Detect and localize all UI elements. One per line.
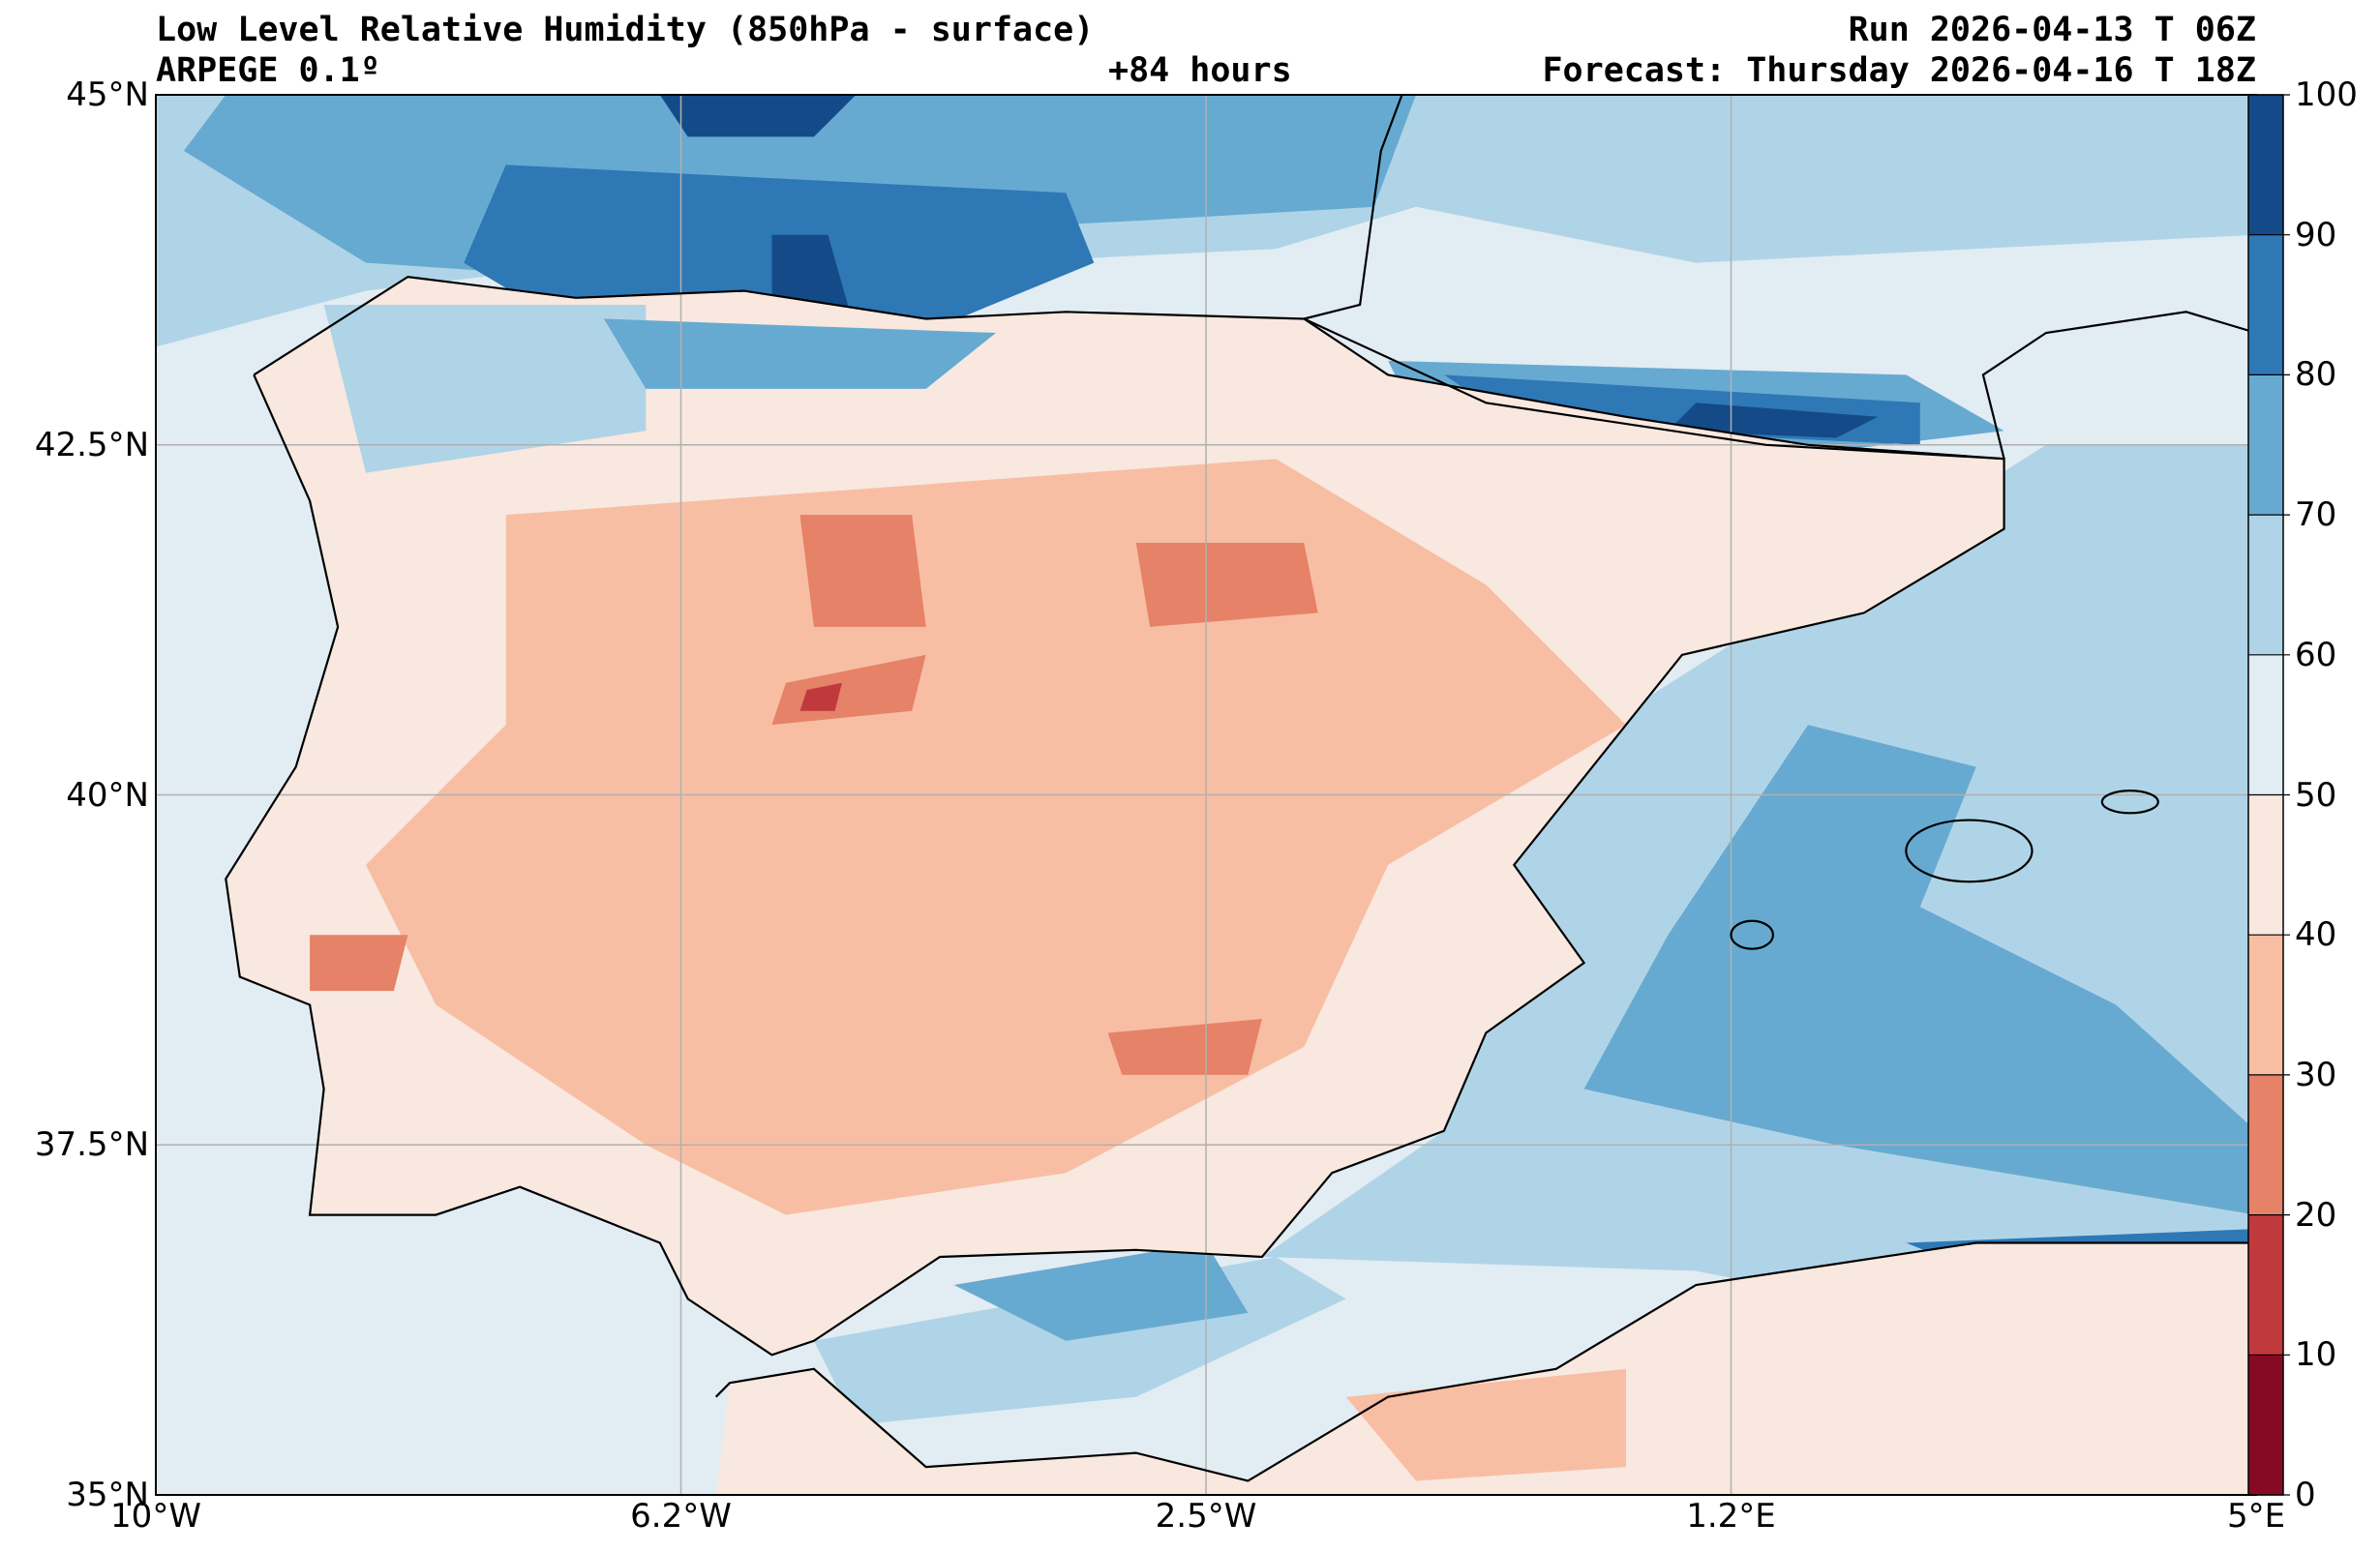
lat-tick-label: 37.5°N bbox=[34, 1125, 149, 1165]
humidity-land-contour-3 bbox=[799, 515, 926, 627]
iberia-coastline bbox=[225, 275, 2005, 1357]
humidity-contour-9 bbox=[1583, 725, 2256, 1215]
france-med-coastline bbox=[1981, 311, 2256, 460]
pyrenees-border bbox=[1303, 317, 2004, 461]
humidity-land-contour-1 bbox=[603, 318, 996, 389]
humidity-contour-4 bbox=[659, 95, 857, 137]
ibiza-island bbox=[1730, 919, 1775, 950]
colorbar-label: 70 bbox=[2295, 495, 2337, 535]
map-title: Low Level Relative Humidity (850hPa - su… bbox=[156, 11, 1095, 49]
colorbar-label: 10 bbox=[2295, 1335, 2337, 1375]
colorbar-label: 0 bbox=[2295, 1476, 2316, 1514]
lon-tick-label: 1.2°E bbox=[1686, 1497, 1776, 1536]
colorbar-label: 40 bbox=[2295, 915, 2337, 955]
humidity-contour-14 bbox=[1345, 1368, 1626, 1481]
humidity-land-contour-0 bbox=[323, 305, 647, 473]
colorbar-band-5 bbox=[2248, 654, 2283, 795]
colorbar-label: 20 bbox=[2295, 1195, 2337, 1235]
colorbar-band-8 bbox=[2248, 234, 2283, 375]
lat-tick-label: 42.5°N bbox=[34, 425, 149, 464]
humidity-contour-13 bbox=[715, 1242, 2256, 1495]
colorbar-label: 50 bbox=[2295, 775, 2337, 815]
colorbar-band-2 bbox=[2248, 1074, 2283, 1215]
colorbar-band-6 bbox=[2248, 515, 2283, 655]
humidity-land-contour-4 bbox=[1135, 543, 1318, 627]
lead-time-label: +84 hours bbox=[1108, 51, 1292, 90]
colorbar-label: 30 bbox=[2295, 1055, 2337, 1094]
colorbar-band-1 bbox=[2248, 1214, 2283, 1356]
humidity-contour-7 bbox=[1668, 403, 1879, 438]
colorbar-label: 100 bbox=[2295, 75, 2358, 114]
lon-tick-label: 10°W bbox=[110, 1497, 201, 1536]
lat-tick-label: 35°N bbox=[66, 1476, 149, 1514]
run-label: Run 2026-04-13 T 06Z bbox=[1848, 11, 2256, 49]
colorbar-band-4 bbox=[2248, 794, 2283, 936]
colorbar-label: 80 bbox=[2295, 355, 2337, 395]
menorca-island bbox=[2100, 790, 2159, 815]
humidity-land-contour-8 bbox=[310, 935, 408, 992]
africa-coastline bbox=[714, 1241, 2256, 1482]
mallorca-island bbox=[1905, 819, 2034, 883]
colorbar bbox=[2247, 94, 2290, 1496]
lon-tick-label: 2.5°W bbox=[1155, 1497, 1257, 1536]
colorbar-label: 90 bbox=[2295, 215, 2337, 254]
colorbar-label: 60 bbox=[2295, 635, 2337, 674]
lon-tick-label: 5°E bbox=[2226, 1497, 2286, 1536]
forecast-label: Forecast: Thursday 2026-04-16 T 18Z bbox=[1542, 51, 2256, 90]
humidity-contour-11 bbox=[953, 1242, 1249, 1341]
lat-tick-label: 45°N bbox=[66, 75, 149, 114]
france-atlantic-coastline bbox=[1304, 95, 1403, 320]
colorbar-band-7 bbox=[2248, 374, 2283, 516]
model-label: ARPEGE 0.1º bbox=[156, 51, 380, 90]
colorbar-band-9 bbox=[2248, 95, 2283, 235]
humidity-land-contour-7 bbox=[1107, 1019, 1262, 1075]
colorbar-band-0 bbox=[2248, 1355, 2283, 1495]
colorbar-band-3 bbox=[2248, 935, 2283, 1075]
coastlines bbox=[225, 95, 2256, 1482]
lon-tick-label: 6.2°W bbox=[630, 1497, 732, 1536]
gridlines bbox=[156, 95, 2256, 1495]
lat-tick-label: 40°N bbox=[66, 775, 149, 815]
humidity-land-contour-6 bbox=[799, 682, 842, 711]
